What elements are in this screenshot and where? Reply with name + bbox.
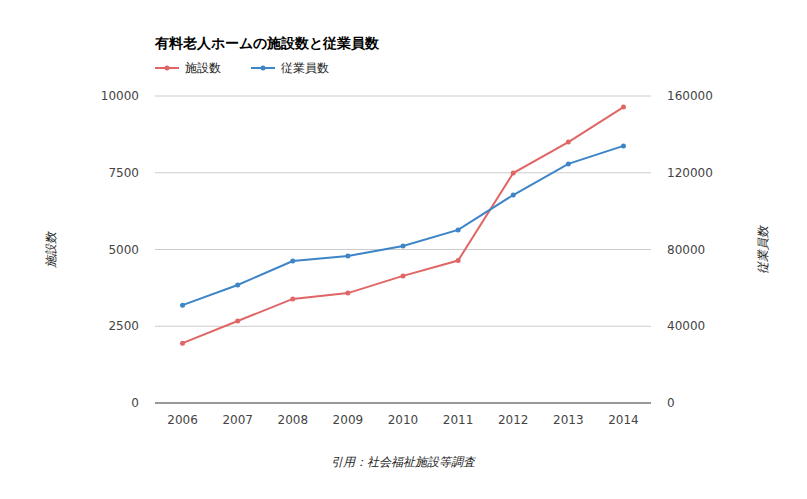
y-tick-label: 7500 <box>108 166 139 180</box>
y2-tick-label: 120000 <box>667 166 713 180</box>
grid-line <box>155 96 651 97</box>
y-tick-label: 2500 <box>108 319 139 333</box>
background <box>0 0 807 499</box>
y2-tick <box>651 172 655 173</box>
point <box>456 227 461 232</box>
grid-line <box>155 403 651 404</box>
point <box>180 303 185 308</box>
point <box>290 259 295 264</box>
chart: 0 2500 5000 7500 10000 0 40000 80000 120000 16000… <box>0 0 807 499</box>
y-tick-label: 0 <box>131 396 139 410</box>
y2-tick <box>651 96 655 97</box>
source: 引用：社会福祉施設等調査 <box>331 455 477 469</box>
point <box>401 244 406 249</box>
y-tick-label: 5000 <box>108 243 139 257</box>
grid-line <box>155 249 651 250</box>
series-line <box>183 107 624 343</box>
x-tick-label: 2013 <box>553 413 584 427</box>
point <box>401 273 406 278</box>
legend-marker <box>165 66 170 71</box>
point <box>290 296 295 301</box>
y-axis-title: 施設数 <box>44 230 58 269</box>
y2-tick-label: 80000 <box>667 243 705 257</box>
x-tick-label: 2009 <box>333 413 364 427</box>
legend-label: 従業員数 <box>281 61 329 75</box>
y2-tick-label: 160000 <box>667 89 713 103</box>
y2-tick-label: 40000 <box>667 319 705 333</box>
grid-line <box>155 326 651 327</box>
x-tick-label: 2014 <box>608 413 639 427</box>
y2-tick <box>651 249 655 250</box>
point <box>180 341 185 346</box>
x-tick-label: 2007 <box>222 413 253 427</box>
legend-item: 従業員数 <box>251 61 329 75</box>
y2-tick <box>651 403 655 404</box>
x-tick-label: 2012 <box>498 413 529 427</box>
x-tick-label: 2010 <box>388 413 419 427</box>
legend-item: 施設数 <box>155 61 221 75</box>
plot-area <box>180 105 626 346</box>
x-tick-label: 2011 <box>443 413 474 427</box>
point <box>345 291 350 296</box>
point <box>566 161 571 166</box>
y2-axis-title: 従業員数 <box>756 224 770 274</box>
grid-line <box>155 172 651 173</box>
point <box>566 140 571 145</box>
point <box>621 105 626 110</box>
y-tick-label: 10000 <box>101 89 139 103</box>
point <box>235 319 240 324</box>
point <box>456 258 461 263</box>
title: 有料老人ホームの施設数と従業員数 <box>154 35 380 51</box>
point <box>621 143 626 148</box>
y2-tick-label: 0 <box>667 396 675 410</box>
series-line <box>183 146 624 305</box>
point <box>511 193 516 198</box>
legend-label: 施設数 <box>185 61 221 75</box>
point <box>511 171 516 176</box>
legend-marker <box>261 66 266 71</box>
x-tick-label: 2008 <box>278 413 309 427</box>
point <box>345 254 350 259</box>
x-tick-label: 2006 <box>167 413 198 427</box>
point <box>235 282 240 287</box>
y2-tick <box>651 326 655 327</box>
